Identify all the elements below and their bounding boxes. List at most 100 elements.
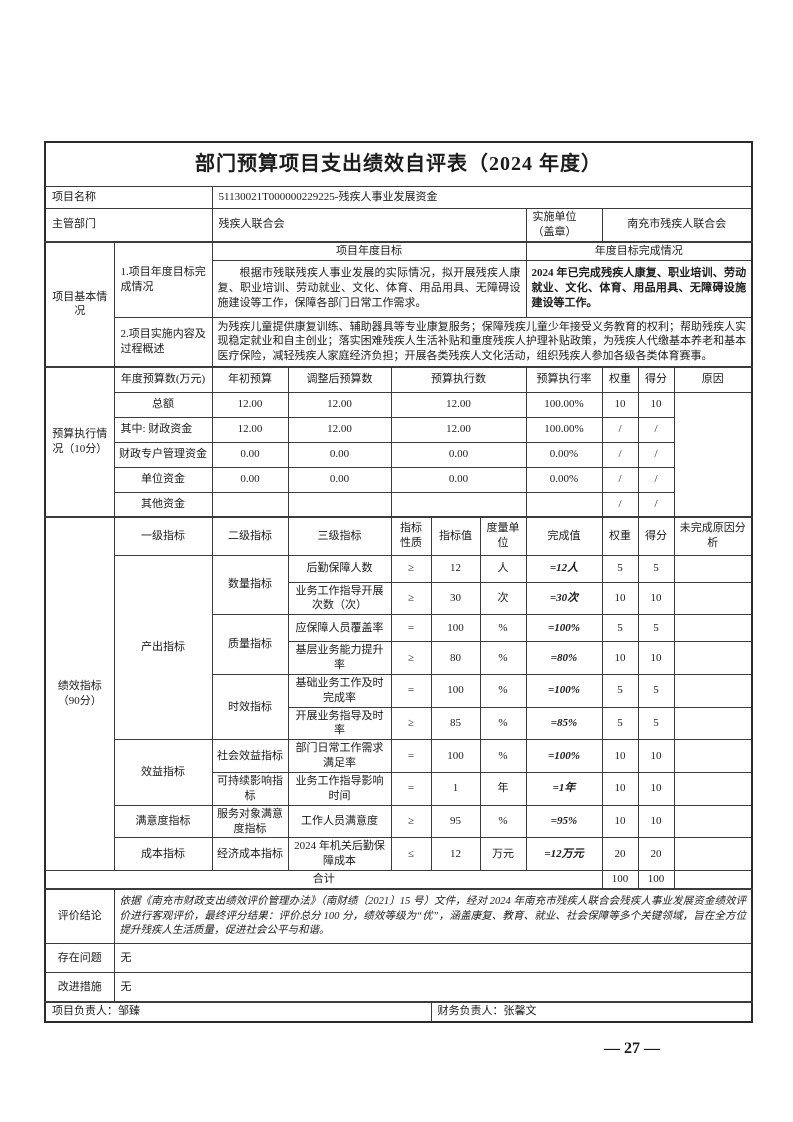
total-weight: 100 (601, 870, 639, 890)
ind-done: =100% (525, 614, 603, 643)
ind-done: =30次 (525, 581, 603, 616)
ind-header-weight: 权重 (601, 516, 639, 556)
table-row: 满意度指标 服务对象满意度指标 工作人员满意度 ≥ 95 % =95% 10 1… (45, 804, 753, 839)
ind-done: =95% (525, 804, 603, 839)
table-row: 其中: 财政资金 12.00 12.00 12.00 100.00% / / (45, 416, 752, 443)
budget-cell: / (637, 491, 675, 518)
ind-name: 业务工作指导影响时间 (287, 772, 392, 806)
table-row: 总额 12.00 12.00 12.00 100.00% 10 10 (45, 391, 753, 518)
budget-cell: 12.00 (287, 391, 392, 418)
ind-reason (673, 804, 753, 839)
budget-cell: / (601, 441, 639, 468)
ind-unit: % (479, 673, 527, 708)
ind-name: 后勤保障人数 (287, 554, 392, 583)
ind-done: =1年 (525, 772, 603, 806)
ind-value: 80 (430, 641, 481, 675)
ind-name: 业务工作指导开展次数（次） (287, 581, 392, 616)
ind-score: 5 (637, 554, 675, 583)
ind-header-reason: 未完成原因分析 (673, 516, 753, 556)
completion-header: 年度目标完成情况 (525, 240, 753, 261)
measures-label: 改进措施 (44, 972, 115, 1003)
total-label: 合计 (44, 870, 603, 890)
ind-reason (673, 739, 753, 773)
ind-value: 100 (430, 739, 481, 773)
ind-header-unit: 度量单位 (479, 516, 527, 556)
ind-header-score: 得分 (637, 516, 675, 556)
budget-cell: / (601, 466, 639, 493)
budget-cell: / (637, 416, 675, 443)
l2-quantity: 数量指标 (211, 554, 289, 616)
ind-name: 基层业务能力提升率 (287, 641, 392, 675)
ind-header-value: 指标值 (430, 516, 481, 556)
ind-weight: 10 (601, 641, 639, 675)
ind-unit: 人 (479, 554, 527, 583)
ind-header-l3: 三级指标 (287, 516, 392, 556)
basic-info-row1-label: 1.项目年度目标完成情况 (113, 240, 213, 318)
budget-cell: 12.00 (287, 416, 392, 443)
page-number: — 27 — (604, 1040, 660, 1057)
ind-score: 20 (637, 837, 675, 872)
ind-reason (673, 614, 753, 643)
budget-cell: / (637, 441, 675, 468)
ind-weight: 10 (601, 772, 639, 806)
ind-unit: % (479, 739, 527, 773)
ind-nature: = (390, 739, 432, 773)
ind-nature: = (390, 772, 432, 806)
budget-cell: / (601, 416, 639, 443)
budget-cell: 0.00 (390, 441, 527, 468)
impl-unit-value: 南充市残疾人联合会 (601, 207, 753, 243)
table-row: 质量指标 应保障人员覆盖率 = 100 % =100% 5 5 (45, 614, 753, 675)
ind-done: =100% (525, 739, 603, 773)
ind-nature: ≥ (390, 581, 432, 616)
ind-nature: ≥ (390, 554, 432, 583)
table-row: 单位资金 0.00 0.00 0.00 0.00% / / (45, 466, 752, 493)
ind-reason (673, 554, 753, 583)
ind-weight: 5 (601, 706, 639, 741)
measures-text: 无 (113, 972, 753, 1003)
l1-satisfaction: 满意度指标 (113, 804, 213, 839)
ind-unit: % (479, 614, 527, 643)
ind-unit: 年 (479, 772, 527, 806)
budget-cell: / (637, 466, 675, 493)
budget-row-label: 财政专户管理资金 (113, 441, 213, 468)
dept-label: 主管部门 (44, 207, 213, 243)
budget-header-weight: 权重 (601, 366, 639, 393)
budget-cell: 0.00 (211, 441, 289, 468)
ind-nature: ≥ (390, 804, 432, 839)
conclusion-label: 评价结论 (44, 887, 115, 945)
budget-cell: 0.00 (211, 466, 289, 493)
budget-cell (525, 491, 603, 518)
total-reason (673, 870, 753, 890)
ind-unit: % (479, 706, 527, 741)
ind-value: 30 (430, 581, 481, 616)
table-row: 效益指标 社会效益指标 部门日常工作需求满足率 = 100 % =100% 10… (45, 739, 753, 806)
ind-value: 12 (430, 554, 481, 583)
ind-done: =12万元 (525, 837, 603, 872)
budget-cell: 0.00 (390, 466, 527, 493)
ind-done: =100% (525, 673, 603, 708)
ind-nature: ≥ (390, 641, 432, 675)
l2-service: 服务对象满意度指标 (211, 804, 289, 839)
ind-weight: 5 (601, 554, 639, 583)
budget-cell (287, 491, 392, 518)
budget-cell (390, 491, 527, 518)
indicators-section-label: 绩效指标（90分） (44, 516, 115, 872)
project-leader: 项目负责人：邹臻 (44, 1000, 432, 1023)
budget-reason-cell (673, 391, 753, 518)
budget-cell: 12.00 (211, 391, 289, 418)
goal-header: 项目年度目标 (211, 240, 527, 261)
ind-reason (673, 706, 753, 741)
ind-value: 85 (430, 706, 481, 741)
ind-score: 10 (637, 581, 675, 616)
budget-cell: 0.00 (287, 441, 392, 468)
budget-row-label: 其他资金 (113, 491, 213, 518)
budget-cell: 100.00% (525, 416, 603, 443)
impl-unit-label: 实施单位（盖章） (525, 207, 603, 243)
l2-social: 社会效益指标 (211, 739, 289, 773)
ind-weight: 10 (601, 581, 639, 616)
self-evaluation-table: 部门预算项目支出绩效自评表（2024 年度） 项目名称 51130021T000… (44, 141, 754, 1023)
budget-cell: 0.00 (287, 466, 392, 493)
table-row: 财政专户管理资金 0.00 0.00 0.00 0.00% / / (45, 441, 752, 468)
ind-name: 2024 年机关后勤保障成本 (287, 837, 392, 872)
budget-header-initial: 年初预算 (211, 366, 289, 393)
